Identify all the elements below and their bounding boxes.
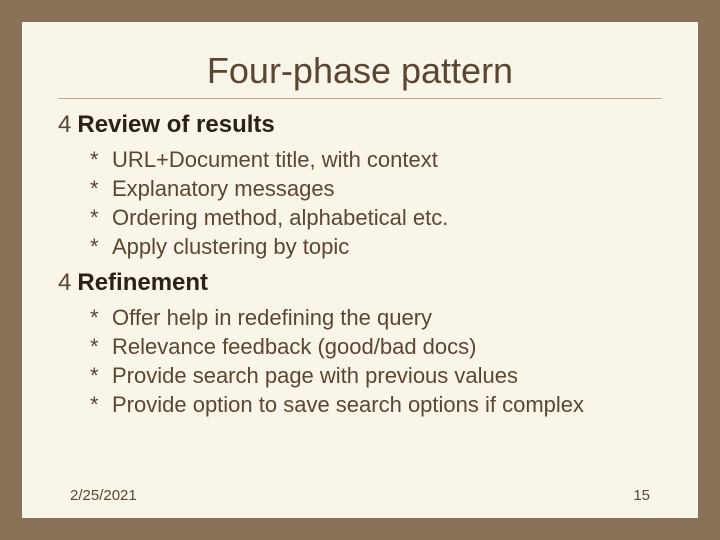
sub-list-refinement: * Offer help in redefining the query * R… [90, 303, 662, 419]
list-item: * Explanatory messages [90, 174, 662, 203]
list-item: * URL+Document title, with context [90, 145, 662, 174]
list-item-text: Provide option to save search options if… [112, 390, 584, 419]
list-item-text: Apply clustering by topic [112, 232, 349, 261]
section-heading-text: Refinement [77, 269, 208, 297]
star-icon: * [90, 390, 104, 419]
list-item: * Provide option to save search options … [90, 390, 662, 419]
footer-page-number: 15 [633, 487, 650, 504]
title-divider [58, 98, 662, 99]
star-icon: * [90, 174, 104, 203]
list-item: * Apply clustering by topic [90, 232, 662, 261]
list-item: * Provide search page with previous valu… [90, 361, 662, 390]
sub-list-review: * URL+Document title, with context * Exp… [90, 145, 662, 261]
list-item-text: Explanatory messages [112, 174, 335, 203]
list-item-text: Provide search page with previous values [112, 361, 518, 390]
list-item-text: Relevance feedback (good/bad docs) [112, 332, 476, 361]
list-item-text: URL+Document title, with context [112, 145, 438, 174]
check-icon: 4 [58, 111, 71, 139]
slide-frame: Four-phase pattern 4 Review of results *… [22, 22, 698, 518]
star-icon: * [90, 303, 104, 332]
footer-date: 2/25/2021 [70, 487, 137, 504]
list-item-text: Offer help in redefining the query [112, 303, 432, 332]
check-icon: 4 [58, 269, 71, 297]
list-item: * Relevance feedback (good/bad docs) [90, 332, 662, 361]
slide-footer: 2/25/2021 15 [70, 487, 650, 504]
list-item: * Ordering method, alphabetical etc. [90, 203, 662, 232]
slide-title: Four-phase pattern [58, 50, 662, 92]
star-icon: * [90, 203, 104, 232]
star-icon: * [90, 332, 104, 361]
star-icon: * [90, 232, 104, 261]
list-item-text: Ordering method, alphabetical etc. [112, 203, 448, 232]
section-heading-text: Review of results [77, 111, 274, 139]
star-icon: * [90, 361, 104, 390]
list-item: * Offer help in redefining the query [90, 303, 662, 332]
star-icon: * [90, 145, 104, 174]
section-heading-review: 4 Review of results [58, 111, 662, 139]
section-heading-refinement: 4 Refinement [58, 269, 662, 297]
